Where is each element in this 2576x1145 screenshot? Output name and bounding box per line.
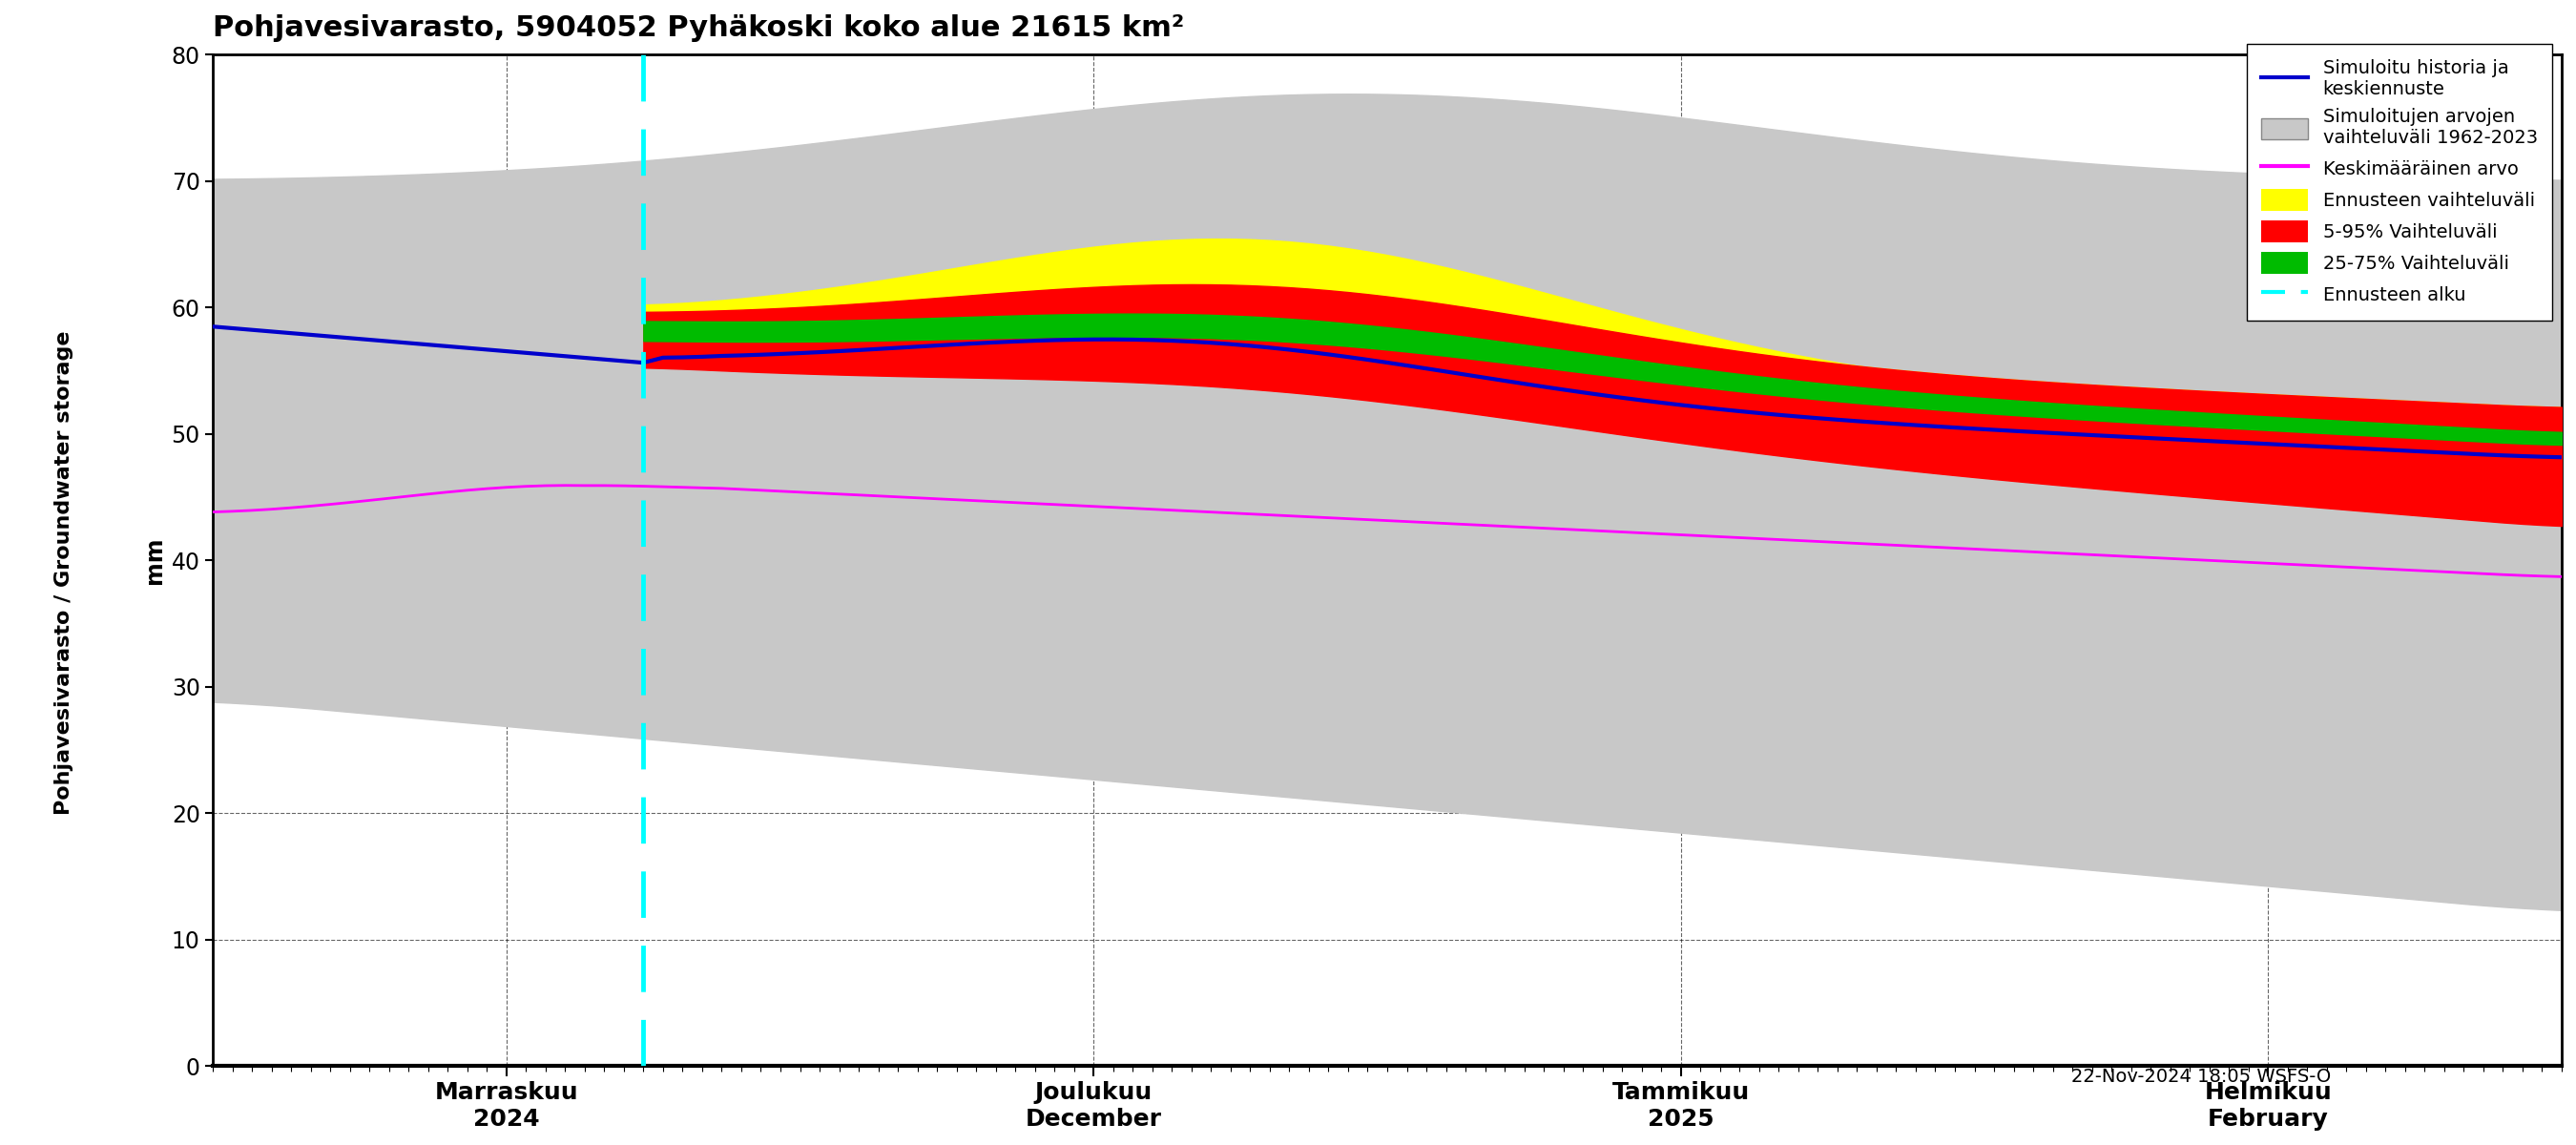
Legend: Simuloitu historia ja
keskiennuste, Simuloitujen arvojen
vaihteluväli 1962-2023,: Simuloitu historia ja keskiennuste, Simu… (2246, 44, 2553, 321)
Text: 22-Nov-2024 18:05 WSFS-O: 22-Nov-2024 18:05 WSFS-O (2071, 1067, 2331, 1085)
Y-axis label: mm: mm (144, 537, 165, 584)
Text: Pohjavesivarasto / Groundwater storage: Pohjavesivarasto / Groundwater storage (54, 331, 75, 814)
Text: Pohjavesivarasto, 5904052 Pyhäkoski koko alue 21615 km²: Pohjavesivarasto, 5904052 Pyhäkoski koko… (214, 14, 1185, 42)
